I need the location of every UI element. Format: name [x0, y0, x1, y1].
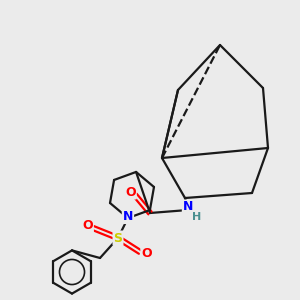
Text: N: N: [123, 210, 133, 223]
Text: O: O: [82, 219, 93, 232]
Text: N: N: [183, 200, 193, 214]
Text: O: O: [141, 247, 152, 260]
Text: S: S: [113, 232, 122, 244]
Text: H: H: [192, 212, 201, 222]
Text: O: O: [125, 185, 136, 199]
